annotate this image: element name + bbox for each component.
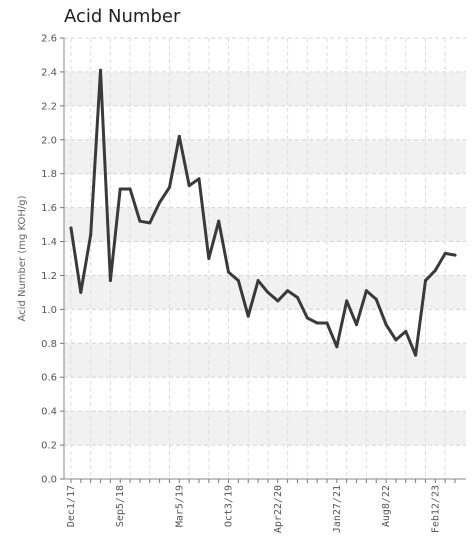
data-point	[167, 185, 171, 189]
data-point	[207, 257, 211, 260]
y-tick-label: 2.6	[41, 34, 57, 45]
y-axis-label: Acid Number (mg KOH/g)	[17, 195, 28, 321]
y-tick-label: 1.2	[41, 271, 57, 282]
data-point	[79, 290, 83, 294]
data-point	[187, 184, 191, 188]
series-line	[69, 68, 457, 357]
data-point	[305, 316, 309, 320]
data-point	[246, 314, 250, 318]
data-point	[315, 321, 319, 325]
series-group	[69, 68, 457, 357]
data-point	[69, 226, 73, 230]
y-tick-label: 1.4	[41, 237, 57, 248]
gridlines	[64, 37, 466, 480]
y-tick-label: 1.0	[41, 305, 57, 316]
data-point	[148, 221, 152, 225]
x-tick-label: Aug8/22	[381, 485, 392, 527]
x-tick-label: Mar5/19	[174, 485, 185, 527]
data-point	[197, 177, 201, 181]
data-point	[256, 279, 260, 283]
grid-band	[64, 275, 466, 310]
data-point	[345, 299, 349, 303]
x-tick-label: Apr22/20	[273, 485, 284, 533]
data-point	[99, 68, 103, 72]
y-tick-labels: 0.0 0.2 0.4 0.6 0.8 1.0 1.2 1.4 1.6 1.8 2.0 2.2 2.4 2…	[41, 34, 57, 486]
grid-band	[64, 71, 466, 106]
x-tick-label: Dec1/17	[66, 485, 77, 527]
data-point	[217, 219, 221, 223]
x-tick-labels: Dec1/17 Sep5/18 Mar5/19 Oct3/19 Apr22/20 Jan2…	[66, 485, 441, 533]
data-point	[364, 289, 368, 293]
data-point	[89, 233, 93, 237]
y-tick-label: 0.0	[41, 475, 57, 486]
y-tick-label: 0.8	[41, 339, 57, 350]
grid-band	[64, 343, 466, 378]
grid-band	[64, 139, 466, 174]
y-tick-label: 2.0	[41, 135, 57, 146]
data-point	[355, 323, 359, 327]
data-point	[433, 268, 437, 272]
axes	[60, 37, 466, 483]
data-point	[384, 323, 388, 327]
y-tick-label: 2.4	[41, 67, 57, 78]
y-tick-label: 1.6	[41, 203, 57, 214]
data-point	[118, 187, 122, 191]
data-point	[414, 353, 418, 357]
data-point	[374, 297, 378, 301]
data-point	[276, 299, 280, 303]
x-tick-label: Oct3/19	[224, 485, 235, 527]
y-tick-label: 0.2	[41, 441, 57, 452]
data-point	[128, 187, 132, 191]
data-point	[177, 134, 181, 138]
data-point	[394, 338, 398, 342]
y-tick-label: 0.6	[41, 373, 57, 384]
data-point	[158, 201, 162, 205]
data-point	[266, 290, 270, 294]
data-point	[404, 329, 408, 333]
data-point	[443, 251, 447, 255]
x-tick-label: Jan27/21	[332, 485, 343, 533]
data-point	[227, 270, 231, 274]
data-point	[138, 219, 142, 223]
x-tick-label: Sep5/18	[115, 485, 126, 527]
data-point	[453, 253, 457, 257]
data-point	[295, 296, 299, 300]
x-tick-label: Feb12/23	[430, 485, 441, 533]
chart-title: Acid Number	[64, 6, 181, 27]
data-point	[108, 279, 112, 283]
data-point	[335, 345, 339, 349]
data-point	[325, 321, 329, 325]
grid-band	[64, 411, 466, 446]
data-point	[286, 289, 290, 293]
data-point	[423, 279, 427, 283]
y-tick-label: 0.4	[41, 407, 57, 418]
data-point	[236, 279, 240, 283]
y-tick-label: 1.8	[41, 169, 57, 180]
grid-band	[64, 207, 466, 242]
background-bands	[64, 71, 466, 446]
y-tick-label: 2.2	[41, 101, 57, 112]
